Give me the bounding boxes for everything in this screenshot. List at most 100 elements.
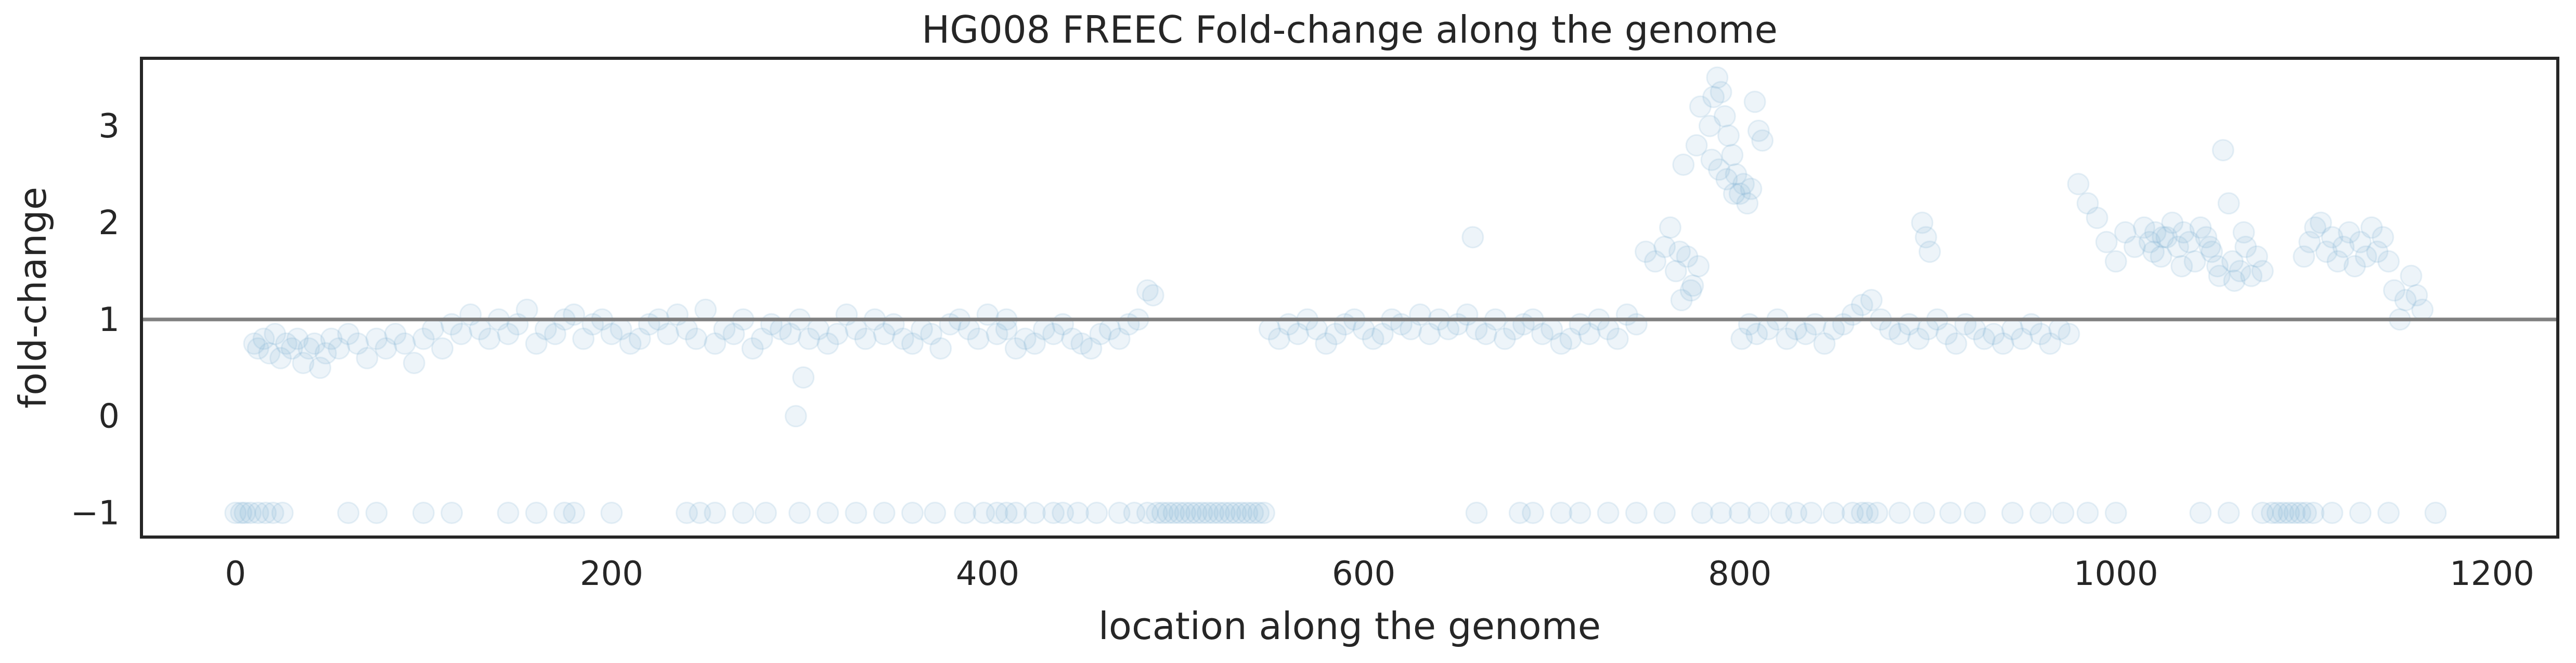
data-point	[1418, 323, 1441, 346]
x-tick-label: 200	[580, 555, 643, 593]
x-axis-ticks: 0 200 400 600 800 1000 1200	[225, 555, 2534, 593]
data-point	[2272, 502, 2295, 525]
data-point	[798, 327, 821, 350]
data-point	[2326, 250, 2349, 273]
data-point	[1751, 129, 1774, 152]
data-point	[1702, 85, 1725, 108]
data-point	[2200, 240, 2223, 263]
data-point	[1531, 323, 1554, 346]
data-point	[2372, 226, 2394, 249]
data-point	[1800, 502, 1823, 525]
data-point	[1685, 134, 1708, 157]
data-point	[704, 332, 727, 355]
data-point	[1247, 502, 1270, 525]
data-point	[854, 327, 877, 350]
data-point	[1728, 502, 1751, 525]
data-point	[628, 327, 651, 350]
data-point	[346, 332, 369, 355]
data-point	[297, 337, 320, 360]
data-point	[2332, 235, 2355, 258]
data-point	[441, 502, 463, 525]
data-point	[1606, 327, 1629, 350]
data-point	[2029, 323, 2052, 346]
data-point	[1700, 148, 1723, 171]
data-point	[1740, 177, 1763, 200]
data-point	[243, 332, 266, 355]
data-point	[2104, 250, 2127, 273]
y-tick-label: 2	[98, 204, 120, 243]
data-point	[1230, 502, 1253, 525]
data-point	[2161, 211, 2184, 234]
data-point	[929, 337, 952, 360]
data-point	[1672, 153, 1695, 176]
data-point	[1136, 502, 1159, 525]
data-point	[2232, 221, 2255, 244]
data-point	[694, 298, 717, 321]
data-point	[685, 327, 708, 350]
data-point	[1508, 502, 1531, 525]
data-point	[572, 327, 595, 350]
data-point	[1634, 240, 1657, 263]
data-point	[2217, 192, 2240, 215]
data-point	[1569, 502, 1591, 525]
data-point	[1698, 114, 1721, 137]
data-point	[2217, 502, 2240, 525]
data-point	[1252, 502, 1275, 525]
data-point	[1713, 105, 1736, 128]
data-point	[2266, 502, 2289, 525]
data-point	[1196, 502, 1219, 525]
x-tick-label: 0	[225, 555, 246, 593]
data-point	[1136, 279, 1159, 302]
data-point	[1052, 502, 1075, 525]
chart-title: HG008 FREEC Fold-change along the genome	[922, 8, 1778, 52]
data-point	[262, 502, 284, 525]
plot-frame	[140, 57, 2559, 539]
data-point	[1668, 240, 1691, 263]
data-point	[2234, 235, 2257, 258]
y-tick-label: 3	[98, 107, 120, 146]
data-point	[2198, 235, 2221, 258]
data-point	[2211, 139, 2234, 162]
data-point	[817, 502, 839, 525]
data-point	[891, 327, 914, 350]
data-point	[1681, 274, 1704, 297]
data-point	[1676, 245, 1699, 268]
data-point	[328, 337, 351, 360]
data-point	[986, 502, 1008, 525]
data-point	[1625, 502, 1648, 525]
data-point	[1776, 327, 1798, 350]
data-point	[2150, 245, 2172, 268]
data-point	[1888, 502, 1911, 525]
data-point	[1935, 323, 1958, 346]
data-point	[1157, 502, 1180, 525]
data-point	[2354, 245, 2377, 268]
data-point	[1747, 502, 1770, 525]
data-point	[308, 356, 331, 379]
data-point	[1706, 66, 1729, 89]
data-point	[1085, 502, 1108, 525]
data-point	[1850, 502, 1873, 525]
data-point	[421, 317, 444, 340]
data-point	[676, 502, 698, 525]
data-point	[1725, 163, 1747, 186]
data-point	[1162, 502, 1185, 525]
data-point	[553, 502, 576, 525]
data-point	[1004, 337, 1027, 360]
data-point	[1914, 226, 1937, 249]
data-point	[1362, 327, 1384, 350]
data-point	[286, 327, 309, 350]
data-point	[2095, 231, 2118, 253]
data-point	[2189, 216, 2212, 239]
data-point	[779, 323, 801, 346]
data-point	[393, 332, 416, 355]
data-point	[1736, 192, 1759, 215]
data-point	[2114, 221, 2137, 244]
data-point	[2076, 192, 2099, 215]
data-point	[2123, 235, 2146, 258]
data-point	[563, 502, 586, 525]
data-point	[845, 502, 868, 525]
data-point	[1973, 327, 1996, 350]
data-point	[901, 332, 924, 355]
data-point	[1717, 124, 1740, 147]
data-point	[1664, 260, 1687, 283]
